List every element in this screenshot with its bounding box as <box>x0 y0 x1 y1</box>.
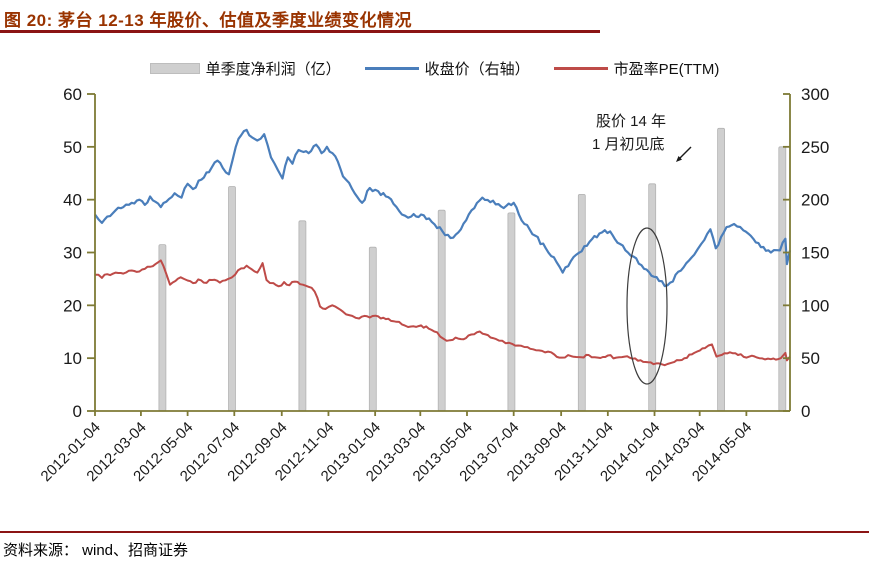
figure-title: 图 20: 茅台 12-13 年股价、估值及季度业绩变化情况 <box>4 11 412 30</box>
title-underline <box>0 30 600 33</box>
close-price-line <box>94 128 792 288</box>
left-axis-tick-label: 30 <box>63 244 82 263</box>
annotation-line-2: 1 月初见底 <box>592 136 665 154</box>
legend-item-close-price: 收盘价（右轴） <box>364 58 530 79</box>
chart-annotation: 股价 14 年 1 月初见底 <box>592 110 666 157</box>
left-axis-tick-label: 40 <box>63 191 82 210</box>
right-axis-tick-label: 50 <box>801 349 820 368</box>
source-note: 资料来源： wind、招商证券 <box>3 542 189 559</box>
annotation-line-1: 股价 14 年 <box>596 113 667 130</box>
left-axis-tick-label: 50 <box>63 138 82 157</box>
right-axis-tick-label: 150 <box>801 244 829 263</box>
chart-legend: 单季度净利润（亿） 收盘价（右轴） 市盈率PE(TTM) <box>0 58 869 79</box>
left-axis-tick-label: 0 <box>73 402 82 421</box>
highlight-ellipse <box>626 227 668 385</box>
pe-ttm-line <box>94 259 791 367</box>
axes: 01020304050600501001502002503002012-01-0… <box>38 85 830 485</box>
footer-rule <box>0 531 869 533</box>
legend-label-pe-ttm: 市盈率PE(TTM) <box>613 61 720 78</box>
legend-label-quarterly-profit: 单季度净利润（亿） <box>205 61 341 78</box>
legend-item-quarterly-profit: 单季度净利润（亿） <box>149 58 341 79</box>
legend-label-close-price: 收盘价（右轴） <box>424 61 530 78</box>
left-axis-tick-label: 20 <box>63 296 82 315</box>
left-axis-tick-label: 10 <box>63 349 82 368</box>
line-swatch-icon <box>364 67 419 70</box>
right-axis-tick-label: 200 <box>801 191 829 210</box>
line-swatch-icon <box>553 67 608 70</box>
left-axis-tick-label: 60 <box>63 85 82 104</box>
right-axis-tick-label: 0 <box>801 402 810 421</box>
right-axis-tick-label: 100 <box>801 296 829 315</box>
annotation-arrow <box>676 146 692 162</box>
legend-item-pe-ttm: 市盈率PE(TTM) <box>553 58 720 79</box>
right-axis-tick-label: 300 <box>801 85 829 104</box>
right-axis-tick-label: 250 <box>801 138 829 157</box>
bar-swatch-icon <box>149 63 200 74</box>
